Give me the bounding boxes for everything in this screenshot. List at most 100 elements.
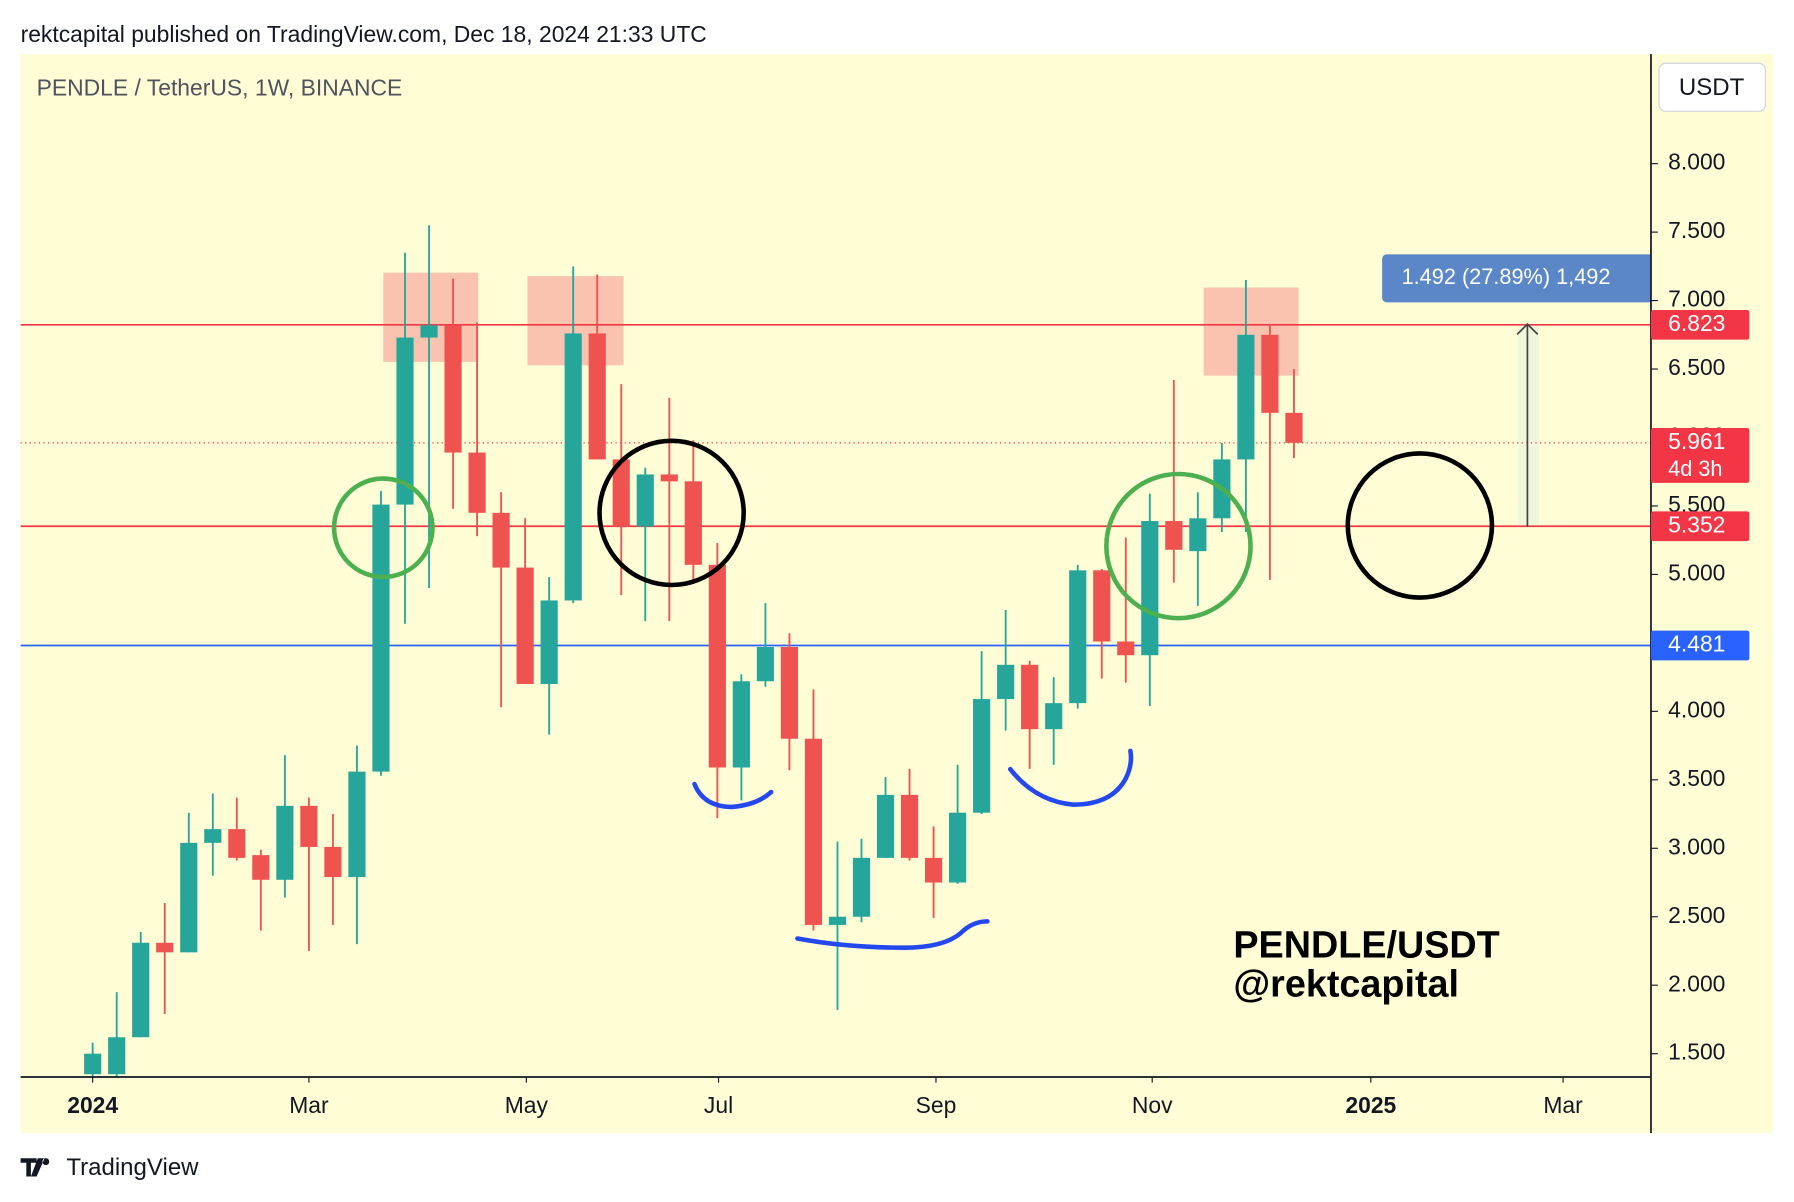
x-tick-label: May: [505, 1092, 549, 1118]
candle-body: [204, 829, 222, 843]
zones: [383, 272, 1539, 527]
y-tick-label: 2.500: [1668, 902, 1725, 928]
candle-body: [444, 325, 462, 453]
y-tick-label: 7.500: [1668, 217, 1725, 243]
measure-range: [1518, 324, 1539, 527]
watermark: @rektcapital: [1233, 963, 1459, 1005]
candle-body: [997, 664, 1015, 700]
y-tick-label: 3.500: [1668, 765, 1725, 791]
green-circle: [331, 476, 435, 580]
candle-body: [372, 504, 390, 772]
tv-logo: [20, 1158, 50, 1177]
x-tick-label: Mar: [289, 1092, 329, 1118]
candle-body: [804, 738, 823, 925]
candle-body: [1261, 334, 1279, 413]
candle-body: [973, 699, 991, 813]
levels: [20, 323, 1651, 647]
x-tick-label: Nov: [1132, 1092, 1173, 1118]
price-level-label: 4.481: [1668, 631, 1725, 657]
y-tick-label: 8.000: [1668, 149, 1725, 175]
candle-body: [1237, 334, 1255, 460]
candle-body: [516, 567, 534, 684]
candle-body: [132, 942, 150, 1038]
header: rektcapital published on TradingView.com…: [21, 21, 707, 47]
candle-body: [1189, 518, 1207, 552]
candle-body: [180, 842, 198, 953]
candle-body: [1285, 412, 1303, 443]
y-tick-label: 2.000: [1668, 970, 1725, 996]
candle-body: [660, 474, 678, 482]
y-tick-label: 1.500: [1668, 1039, 1725, 1065]
x-tick-label: 2024: [67, 1092, 118, 1118]
price-level-label: 5.352: [1668, 511, 1725, 537]
candle-body: [84, 1053, 102, 1075]
currency-button[interactable]: [1658, 62, 1766, 112]
price-level-tag: [1650, 630, 1750, 661]
measure-label-bg: [1382, 254, 1651, 303]
measure-arrow-head: [1516, 322, 1539, 336]
candle-body: [156, 942, 174, 953]
candle-body: [108, 1037, 126, 1075]
chart-area: [20, 54, 1774, 1134]
candle-body: [708, 564, 726, 768]
candle-body: [852, 857, 871, 917]
x-tick-label: Jul: [704, 1092, 733, 1118]
candle-body: [1045, 703, 1063, 730]
blue-curve: [795, 919, 990, 950]
x-tick-label: Mar: [1543, 1092, 1583, 1118]
candle-body: [300, 805, 318, 847]
green-circle: [1104, 471, 1253, 621]
y-tick-label: 6.500: [1668, 354, 1725, 380]
candle-body: [588, 333, 606, 460]
price-level-tag: [1650, 309, 1750, 340]
countdown-label: 4d 3h: [1668, 456, 1722, 481]
price-level-tag: [1650, 511, 1750, 542]
candle-body: [492, 512, 510, 568]
candle-body: [420, 325, 438, 338]
candle-body: [348, 771, 366, 878]
currency-label: USDT: [1679, 74, 1745, 101]
candle-body: [876, 794, 895, 858]
price-level-label: 6.823: [1668, 310, 1725, 336]
candle-body: [1069, 570, 1087, 704]
candle-body: [636, 474, 654, 527]
measure-label: 1.492 (27.89%) 1,492: [1402, 264, 1611, 289]
candle-body: [468, 452, 486, 513]
blue-curve: [692, 781, 774, 810]
candle-body: [1093, 570, 1111, 642]
x-tick-label: 2025: [1345, 1092, 1396, 1118]
candles: [84, 225, 1303, 1077]
candle-body: [540, 600, 558, 684]
candle-body: [1165, 521, 1183, 550]
measure-box: 1.492 (27.89%) 1,492: [1382, 254, 1651, 303]
candle-body: [276, 805, 294, 880]
x-tick-label: Sep: [916, 1092, 957, 1118]
candle-body: [756, 647, 774, 682]
candle-body: [612, 459, 630, 527]
y-tick-label: 3.000: [1668, 833, 1725, 859]
black-circle: [597, 438, 746, 588]
price-level-label: 5.961: [1668, 428, 1725, 454]
black-circle: [1345, 451, 1495, 600]
price-level-tag: [1650, 427, 1750, 483]
candle-body: [1021, 664, 1039, 730]
drawings: [331, 322, 1539, 950]
candle-body: [684, 481, 702, 565]
candle-body: [732, 681, 750, 768]
candle-body: [828, 916, 847, 925]
watermark: PENDLE/USDT: [1233, 924, 1499, 966]
y-tick-label: 5.000: [1668, 559, 1725, 585]
candle-body: [1141, 521, 1159, 656]
candle-body: [780, 647, 799, 739]
candle-body: [228, 829, 246, 858]
candle-body: [252, 855, 270, 880]
candle-body: [949, 812, 967, 883]
candle-body: [900, 794, 919, 858]
candle-body: [924, 857, 943, 883]
candle-body: [564, 333, 582, 601]
candle-body: [324, 846, 342, 878]
candle-body: [1117, 641, 1135, 656]
symbol-title: PENDLE / TetherUS, 1W, BINANCE: [37, 75, 403, 101]
